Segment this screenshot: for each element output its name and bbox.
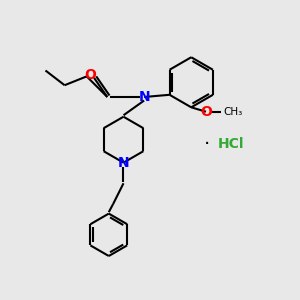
Text: O: O	[200, 105, 212, 119]
Text: ·: ·	[204, 135, 211, 154]
Text: O: O	[85, 68, 97, 82]
Text: CH₃: CH₃	[224, 107, 243, 117]
Text: N: N	[138, 90, 150, 104]
Text: N: N	[118, 156, 129, 170]
Text: HCl: HCl	[218, 137, 244, 151]
